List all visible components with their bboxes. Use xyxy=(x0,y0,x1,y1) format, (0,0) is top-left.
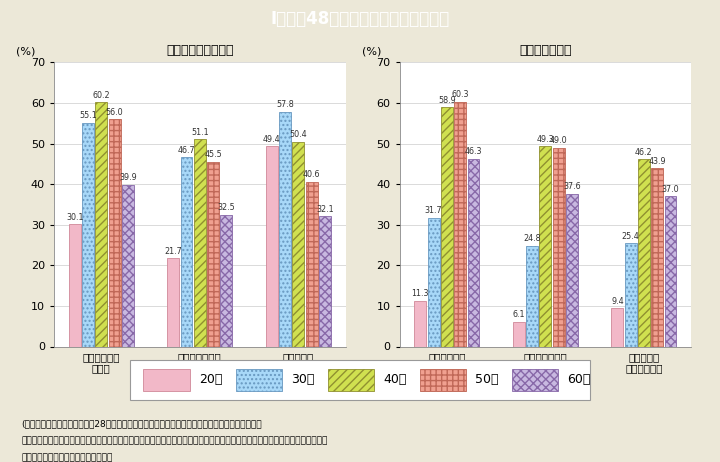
Bar xyxy=(420,369,466,391)
Bar xyxy=(95,102,107,346)
Text: 46.7: 46.7 xyxy=(178,146,195,154)
Bar xyxy=(328,369,374,391)
Text: ３．過去２年間の受診状況。: ３．過去２年間の受診状況。 xyxy=(22,454,113,462)
Text: 11.3: 11.3 xyxy=(412,289,429,298)
Bar xyxy=(194,139,206,346)
Text: 49.3: 49.3 xyxy=(536,135,554,144)
Bar xyxy=(68,225,81,346)
Text: 60代: 60代 xyxy=(567,373,590,387)
Text: 39.9: 39.9 xyxy=(119,173,137,182)
Bar xyxy=(467,158,480,346)
Text: (%): (%) xyxy=(16,47,35,57)
Bar xyxy=(526,246,538,346)
Bar xyxy=(305,182,318,346)
Text: 60.3: 60.3 xyxy=(451,90,469,99)
Text: 50代: 50代 xyxy=(475,373,499,387)
Text: 32.1: 32.1 xyxy=(316,205,334,214)
Text: 49.0: 49.0 xyxy=(550,136,567,145)
Title: ＜乳がん検診＞: ＜乳がん検診＞ xyxy=(519,44,572,57)
Text: 37.6: 37.6 xyxy=(563,182,581,191)
Bar xyxy=(566,194,578,346)
Text: 25.4: 25.4 xyxy=(622,232,639,241)
Text: 24.8: 24.8 xyxy=(523,234,541,243)
Text: 55.1: 55.1 xyxy=(79,111,97,121)
Text: 31.7: 31.7 xyxy=(425,207,442,215)
Bar xyxy=(611,308,624,346)
Bar xyxy=(441,108,453,346)
Bar xyxy=(292,142,305,346)
Bar xyxy=(513,322,525,346)
Text: 50.4: 50.4 xyxy=(289,130,307,140)
Text: 32.5: 32.5 xyxy=(217,203,235,212)
Text: (備考）１．厚生労働省「平成28年国民生活基礎調査」より内閣府男女共同参画局にて特別集計。: (備考）１．厚生労働省「平成28年国民生活基礎調査」より内閣府男女共同参画局にて… xyxy=(22,419,262,428)
Bar xyxy=(235,369,282,391)
FancyBboxPatch shape xyxy=(130,360,590,400)
Text: 49.4: 49.4 xyxy=(263,134,281,144)
Text: 43.9: 43.9 xyxy=(649,157,666,166)
Text: 56.0: 56.0 xyxy=(106,108,123,117)
Bar xyxy=(428,218,440,346)
Text: 9.4: 9.4 xyxy=(611,297,624,306)
Bar xyxy=(109,119,120,346)
Text: 6.1: 6.1 xyxy=(513,310,525,319)
Bar xyxy=(625,243,636,346)
Bar xyxy=(266,146,278,346)
Bar xyxy=(82,123,94,346)
Bar xyxy=(512,369,558,391)
Bar xyxy=(220,214,233,346)
Bar xyxy=(319,216,331,346)
Bar xyxy=(651,168,663,346)
Text: 20代: 20代 xyxy=(199,373,222,387)
Title: ＜子宮頸がん検診＞: ＜子宮頸がん検診＞ xyxy=(166,44,233,57)
Text: I－特－48図　女性のがん検診受診率: I－特－48図 女性のがん検診受診率 xyxy=(271,10,449,28)
Bar xyxy=(454,102,466,346)
Text: 30.1: 30.1 xyxy=(66,213,84,222)
Bar xyxy=(553,148,564,346)
Bar xyxy=(143,369,189,391)
Text: 60.2: 60.2 xyxy=(92,91,110,100)
Bar xyxy=(207,162,219,346)
Bar xyxy=(279,112,291,346)
Text: 46.3: 46.3 xyxy=(464,147,482,156)
Text: 46.2: 46.2 xyxy=(635,147,653,157)
Text: 51.1: 51.1 xyxy=(191,128,209,137)
Bar xyxy=(122,184,134,346)
Bar xyxy=(638,159,650,346)
Text: 58.9: 58.9 xyxy=(438,96,456,105)
Bar xyxy=(539,146,552,346)
Bar xyxy=(167,258,179,346)
Text: ２．非正規の職員・従業員は，パート，アルバイト，労働者派遣事業所の派遣社員，契約社員，嘱託，その他の合計。: ２．非正規の職員・従業員は，パート，アルバイト，労働者派遣事業所の派遣社員，契約… xyxy=(22,437,328,445)
Text: 40.6: 40.6 xyxy=(303,170,320,179)
Text: 30代: 30代 xyxy=(291,373,314,387)
Bar xyxy=(665,196,677,346)
Bar xyxy=(414,301,426,346)
Text: (%): (%) xyxy=(361,47,381,57)
Text: 40代: 40代 xyxy=(383,373,406,387)
Bar xyxy=(181,157,192,346)
Text: 21.7: 21.7 xyxy=(164,247,182,256)
Text: 57.8: 57.8 xyxy=(276,100,294,109)
Text: 45.5: 45.5 xyxy=(204,150,222,159)
Text: 37.0: 37.0 xyxy=(662,185,680,194)
